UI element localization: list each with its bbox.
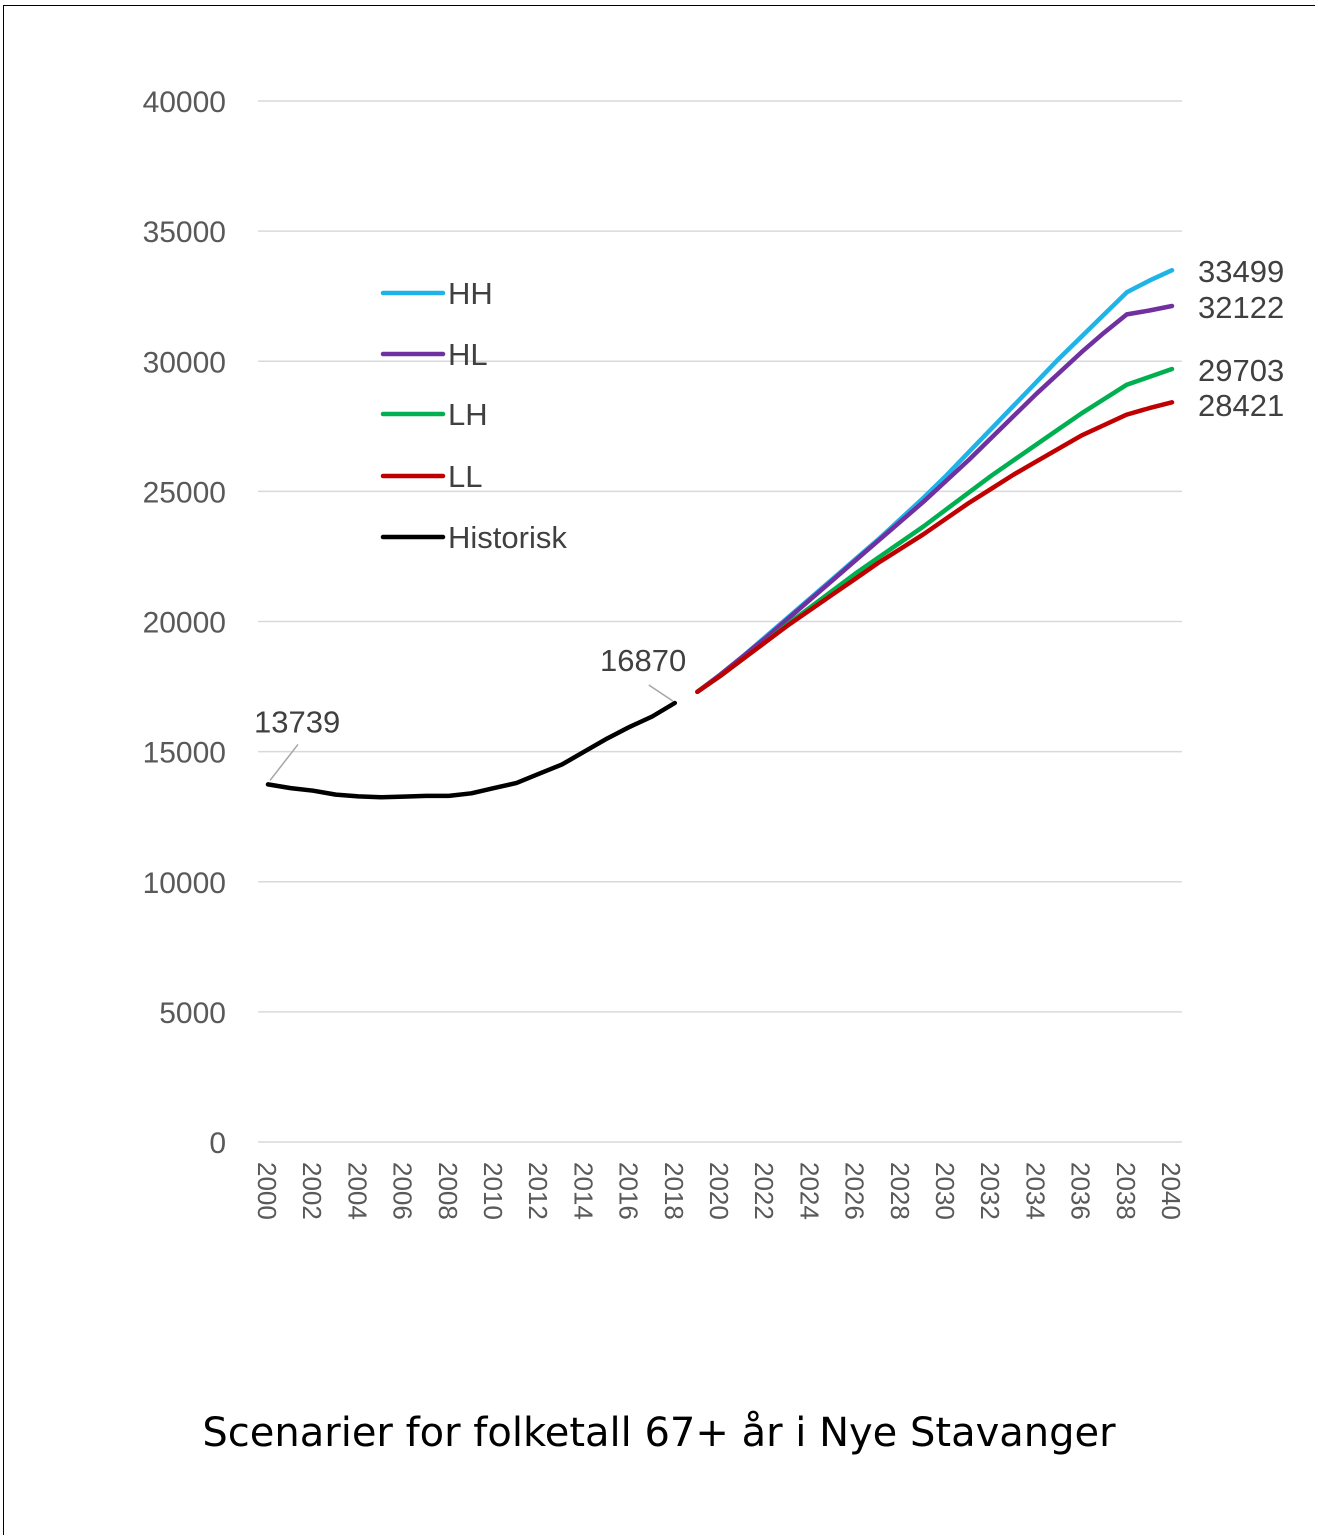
x-tick-label: 2020 [704,1162,734,1220]
x-tick-label: 2034 [1020,1162,1050,1220]
gridlines [258,100,1182,1143]
x-tick-label: 2010 [478,1162,508,1220]
legend-label: Historisk [448,520,567,555]
x-tick-label: 2002 [297,1162,327,1220]
y-tick-label: 25000 [143,476,226,509]
legend-label: HH [448,276,493,311]
x-tick-label: 2012 [523,1162,553,1220]
series-line-hl [695,303,1175,695]
y-tick-label: 40000 [143,86,226,119]
data-label: 29703 [1198,353,1284,388]
x-tick-label: 2032 [975,1162,1005,1220]
chart-title: Scenarier for folketall 67+ år i Nye Sta… [202,1410,1116,1456]
x-tick-label: 2038 [1111,1162,1141,1220]
y-tick-label: 15000 [143,737,226,770]
series-line-lh [695,366,1175,695]
x-tick-label: 2008 [433,1162,463,1220]
y-tick-label: 10000 [143,867,226,900]
legend-label: LH [448,397,488,432]
x-tick-label: 2028 [885,1162,915,1220]
x-axis-ticks: 2000 2002 2004 2006 2008 2010 2012 2014 2016 2018… [252,1162,1186,1220]
legend-label: LL [448,459,482,494]
series-lines [265,267,1175,800]
x-tick-label: 2016 [614,1162,644,1220]
x-tick-label: 2040 [1156,1162,1186,1220]
y-tick-label: 30000 [143,346,226,379]
x-tick-label: 2024 [794,1162,824,1220]
x-tick-label: 2014 [568,1162,598,1220]
x-tick-label: 2000 [252,1162,282,1220]
chart-frame [3,5,1315,1535]
x-tick-label: 2006 [388,1162,418,1220]
x-tick-label: 2036 [1066,1162,1096,1220]
legend: HH HL LH LL Historisk [380,276,567,555]
y-axis-ticks: 0 5000 10000 15000 20000 25000 30000 35000 40000 [143,86,226,1160]
y-tick-label: 35000 [143,216,226,249]
leader-line [269,743,299,781]
data-label: 13739 [254,704,340,739]
x-tick-label: 2022 [749,1162,779,1220]
y-tick-label: 20000 [143,607,226,640]
data-label: 16870 [600,643,686,678]
leader-line [648,684,674,702]
data-label: 33499 [1198,254,1284,289]
legend-label: HL [448,337,488,372]
data-label: 32122 [1198,290,1284,325]
series-line-historisk [265,700,678,800]
series-line-ll [695,400,1175,695]
data-label: 28421 [1198,388,1284,423]
x-tick-label: 2030 [930,1162,960,1220]
y-tick-label: 5000 [159,997,226,1030]
x-tick-label: 2026 [840,1162,870,1220]
y-tick-label: 0 [209,1127,226,1160]
x-tick-label: 2004 [342,1162,372,1220]
x-tick-label: 2018 [659,1162,689,1220]
